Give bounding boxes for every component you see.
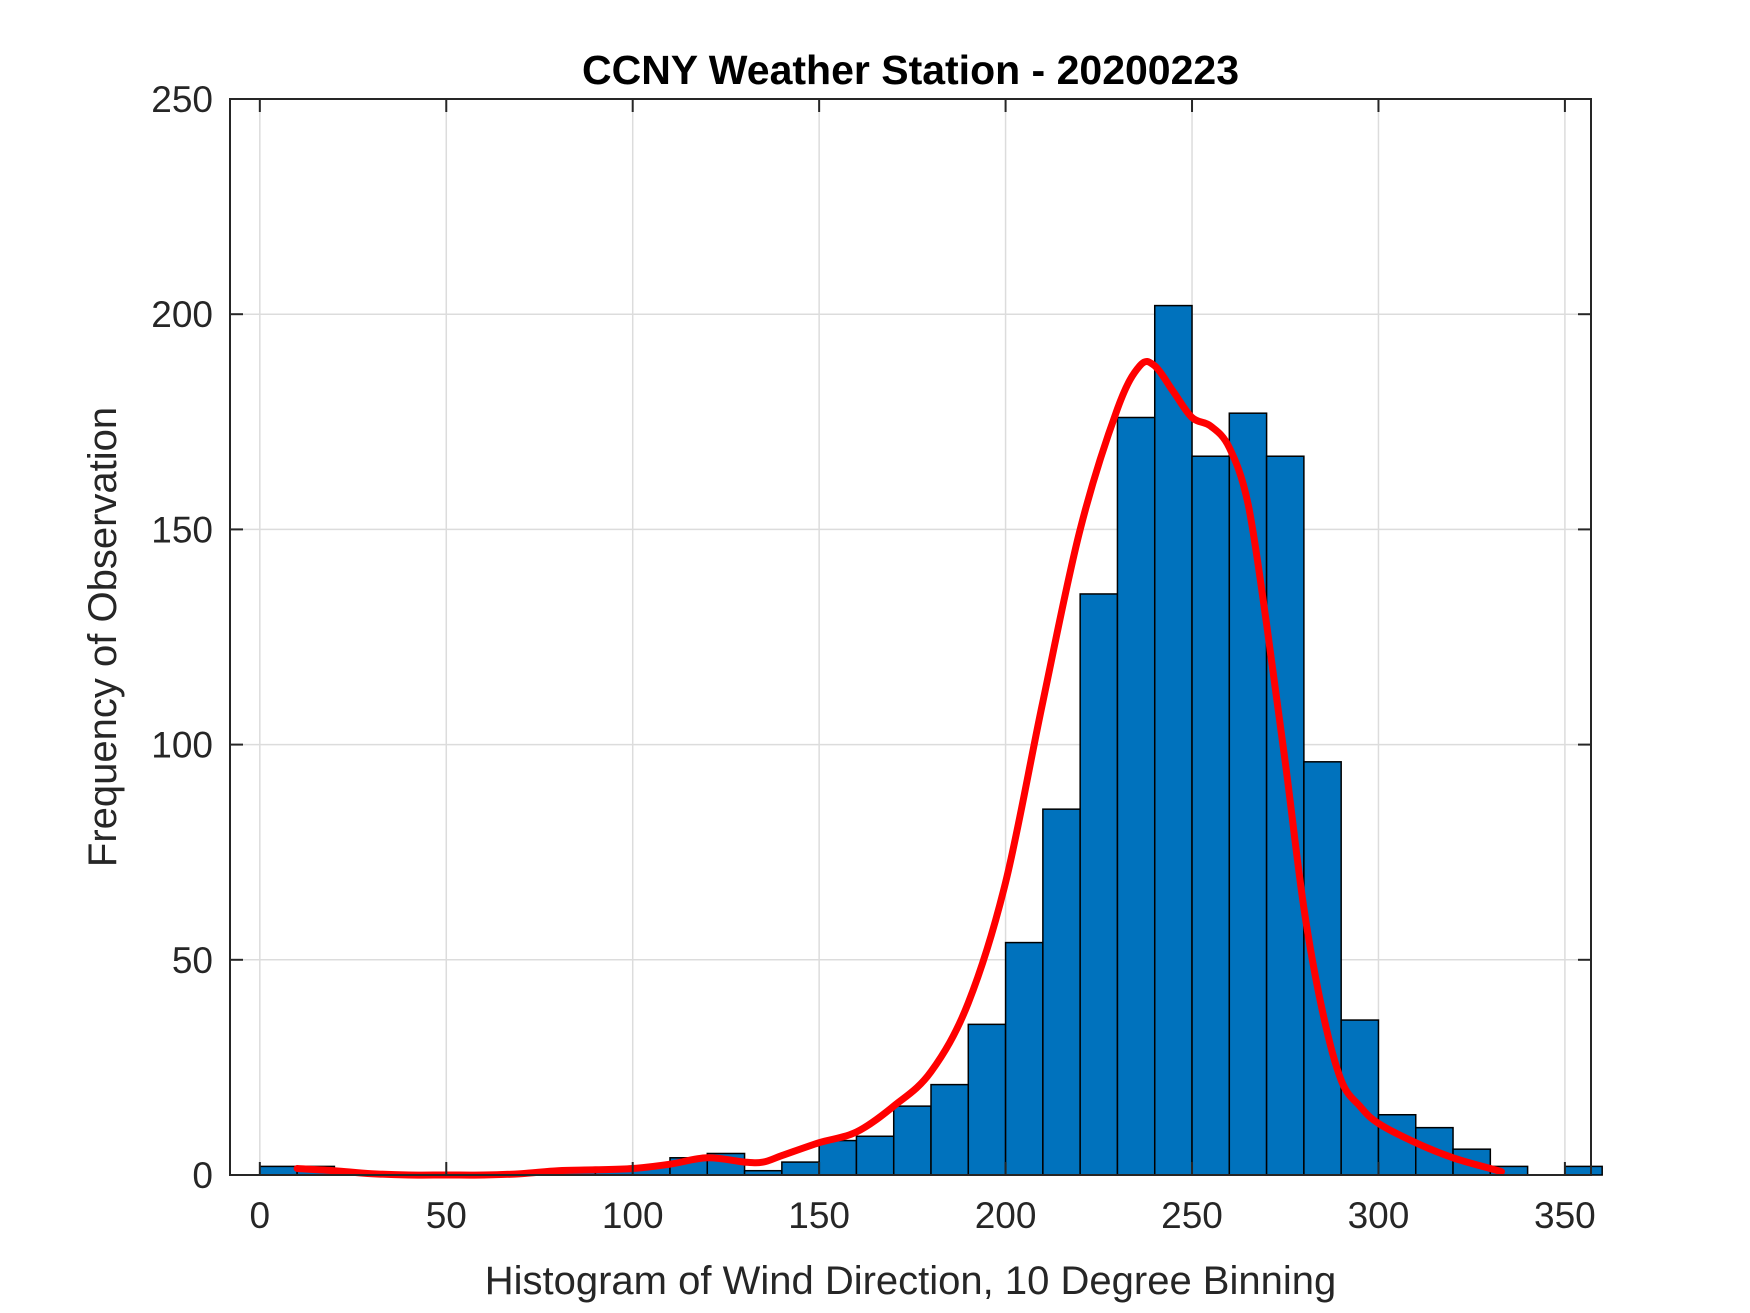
y-tick-label: 50 <box>172 940 213 981</box>
y-tick-label: 0 <box>192 1155 213 1196</box>
histogram-bar <box>930 1083 970 1176</box>
x-tick-label: 150 <box>788 1195 850 1236</box>
histogram-bar <box>1564 1165 1603 1176</box>
x-tick-label: 50 <box>426 1195 467 1236</box>
histogram-bar <box>892 1105 932 1176</box>
histogram-bar <box>1265 455 1305 1176</box>
histogram-bar <box>1004 941 1044 1176</box>
y-tick-label: 200 <box>151 294 213 335</box>
x-tick-label: 200 <box>975 1195 1037 1236</box>
y-tick-label: 150 <box>151 509 213 550</box>
histogram-bar <box>1079 593 1119 1176</box>
histogram-bar <box>1153 304 1193 1176</box>
x-axis-label: Histogram of Wind Direction, 10 Degree B… <box>485 1259 1337 1303</box>
histogram-bar <box>1042 808 1081 1176</box>
y-axis-label: Frequency of Observation <box>81 407 125 867</box>
histogram-bar <box>1191 455 1231 1176</box>
plot-area <box>230 99 1591 1175</box>
histogram-bar <box>781 1161 820 1176</box>
x-tick-label: 0 <box>250 1195 271 1236</box>
histogram-bar <box>967 1023 1007 1176</box>
x-tick-label: 300 <box>1348 1195 1410 1236</box>
x-tick-label: 350 <box>1534 1195 1596 1236</box>
histogram-bar <box>855 1135 895 1176</box>
density-fit-curve <box>293 358 1505 1179</box>
histogram-bar <box>818 1139 858 1176</box>
histogram-bar <box>1116 416 1156 1176</box>
histogram-bar <box>1303 761 1342 1176</box>
histogram-bar <box>259 1165 298 1176</box>
y-tick-labels: 0 50 100 150 200 250 <box>151 79 213 1196</box>
y-tick-label: 250 <box>151 79 213 120</box>
histogram-bar <box>1228 412 1268 1176</box>
x-tick-label: 100 <box>602 1195 664 1236</box>
axes-box <box>229 98 1592 1176</box>
x-tick-labels: 0 50 100 150 200 250 300 350 <box>250 1195 1596 1236</box>
x-tick-label: 250 <box>1161 1195 1223 1236</box>
y-tick-label: 100 <box>151 725 213 766</box>
axis-ticks <box>230 98 1591 1176</box>
histogram-bar <box>1340 1019 1380 1176</box>
chart-title: CCNY Weather Station - 20200223 <box>582 47 1239 93</box>
